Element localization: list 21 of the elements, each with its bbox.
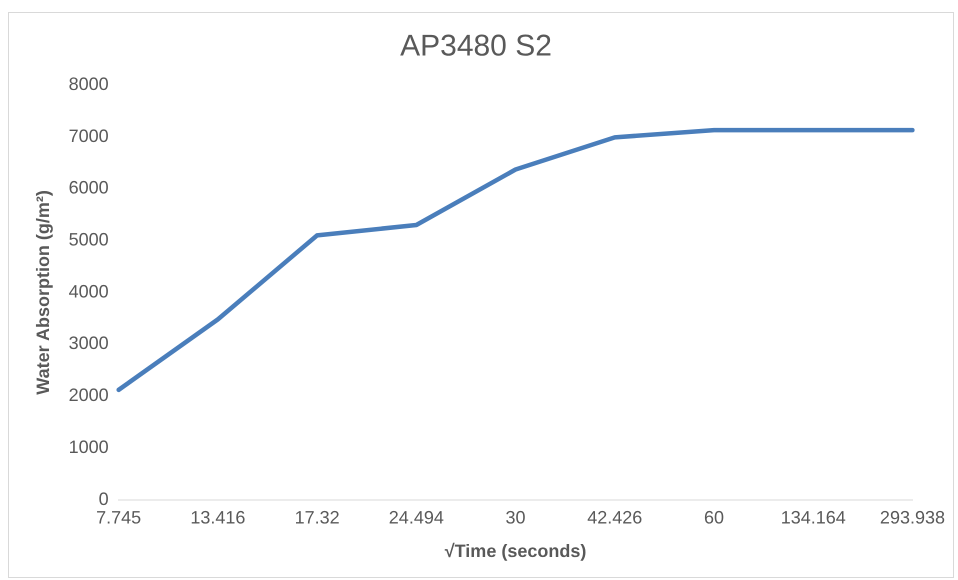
y-tick-label: 2000 xyxy=(68,385,109,406)
chart-title: AP3480 S2 xyxy=(400,29,552,62)
y-tick-label: 5000 xyxy=(68,230,109,250)
y-tick-label: 3000 xyxy=(68,333,109,354)
x-tick-label: 134.164 xyxy=(780,508,846,528)
y-tick-label: 4000 xyxy=(68,281,109,302)
x-tick-label: 30 xyxy=(506,508,526,528)
x-axis-title: √Time (seconds) xyxy=(444,541,586,562)
x-tick-label: 17.32 xyxy=(294,508,340,528)
x-tick-label: 42.426 xyxy=(587,508,642,528)
x-tick-label: 13.416 xyxy=(190,508,246,528)
x-tick-label: 7.745 xyxy=(96,508,142,528)
x-tick-label: 60 xyxy=(704,508,724,528)
x-tick-label: 24.494 xyxy=(388,508,444,528)
y-tick-label: 8000 xyxy=(68,74,109,94)
x-tick-label: 293.938 xyxy=(880,508,946,528)
y-tick-label: 7000 xyxy=(68,126,109,146)
y-axis-title: Water Absorption (g/m²) xyxy=(32,190,53,395)
y-tick-label: 6000 xyxy=(68,178,109,198)
y-tick-label: 0 xyxy=(98,488,109,509)
y-tick-label: 1000 xyxy=(68,436,109,457)
